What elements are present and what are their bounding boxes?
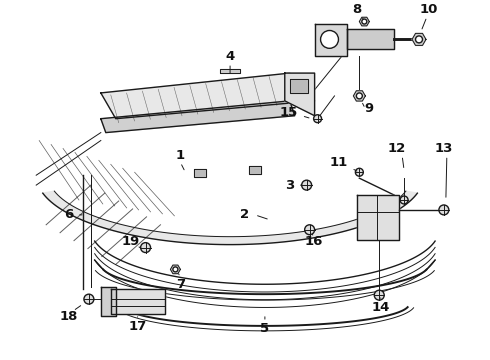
Polygon shape (101, 73, 315, 119)
Text: 6: 6 (64, 208, 73, 221)
Text: 1: 1 (176, 149, 185, 162)
Polygon shape (43, 191, 417, 244)
Circle shape (355, 168, 363, 176)
Polygon shape (347, 30, 394, 49)
Circle shape (305, 225, 315, 235)
Polygon shape (290, 79, 308, 93)
Text: 8: 8 (353, 3, 362, 16)
Circle shape (400, 196, 408, 204)
Polygon shape (359, 17, 369, 26)
Circle shape (141, 243, 150, 252)
Polygon shape (101, 287, 116, 316)
Polygon shape (315, 23, 347, 56)
Circle shape (416, 36, 422, 43)
Text: 14: 14 (372, 301, 391, 314)
Polygon shape (353, 91, 366, 101)
Text: 16: 16 (304, 235, 323, 248)
Circle shape (320, 31, 339, 48)
Circle shape (362, 19, 367, 24)
Polygon shape (249, 166, 261, 174)
Polygon shape (111, 289, 166, 314)
Text: 10: 10 (420, 3, 438, 16)
Circle shape (439, 205, 449, 215)
Polygon shape (101, 101, 294, 132)
Text: 19: 19 (122, 235, 140, 248)
Circle shape (173, 267, 178, 272)
Text: 11: 11 (329, 156, 347, 169)
Text: 15: 15 (279, 106, 298, 119)
Text: 18: 18 (60, 310, 78, 324)
Circle shape (302, 180, 312, 190)
Text: 13: 13 (435, 142, 453, 155)
Text: 2: 2 (241, 208, 249, 221)
Text: 17: 17 (128, 320, 147, 333)
Polygon shape (195, 169, 206, 177)
Text: 12: 12 (388, 142, 406, 155)
Text: 7: 7 (176, 278, 185, 291)
Text: 5: 5 (260, 322, 270, 336)
Circle shape (374, 290, 384, 300)
Text: 3: 3 (286, 179, 294, 192)
Polygon shape (171, 265, 180, 274)
Circle shape (84, 294, 94, 304)
Circle shape (356, 93, 362, 99)
Text: 9: 9 (365, 102, 374, 115)
Polygon shape (357, 195, 399, 240)
Circle shape (314, 115, 321, 123)
Polygon shape (220, 69, 240, 73)
Polygon shape (285, 73, 315, 116)
Text: 4: 4 (225, 50, 235, 63)
Polygon shape (412, 33, 426, 45)
